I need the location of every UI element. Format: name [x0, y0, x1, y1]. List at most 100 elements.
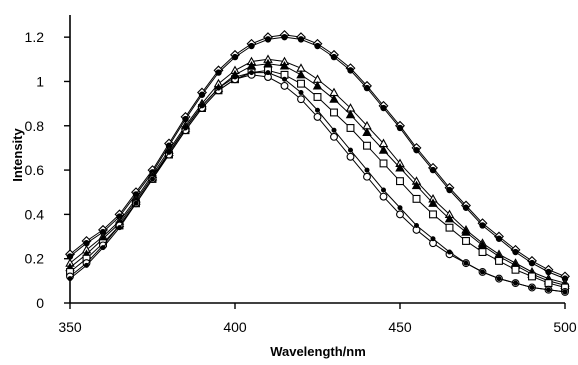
data-point — [380, 104, 387, 112]
data-point — [66, 253, 74, 260]
data-point — [529, 284, 535, 290]
data-point — [478, 248, 487, 256]
data-point — [313, 93, 322, 101]
series-line — [69, 58, 566, 284]
data-point — [296, 69, 306, 79]
y-axis-title: Intensity — [10, 128, 25, 182]
tick-labels: 350 400 450 500 0 0.2 0.4 0.6 0.8 1 1.2 — [25, 29, 577, 335]
data-point — [232, 74, 238, 80]
data-point — [445, 223, 454, 232]
data-point — [216, 85, 221, 91]
data-point — [412, 194, 421, 203]
series-line — [69, 34, 566, 277]
data-point — [446, 186, 453, 194]
data-point — [282, 76, 287, 82]
data-point — [314, 42, 321, 50]
series-line — [69, 36, 566, 280]
data-point — [297, 95, 305, 104]
data-point — [279, 61, 290, 70]
data-point — [513, 280, 518, 286]
data-point — [512, 248, 519, 256]
y-tick-label: 0.6 — [25, 162, 45, 178]
data-point — [331, 127, 337, 133]
data-point — [397, 205, 403, 211]
data-point — [348, 147, 353, 153]
x-tick-label: 350 — [58, 319, 82, 335]
x-tick-label: 450 — [388, 319, 412, 335]
series-line — [69, 69, 566, 288]
data-point — [462, 204, 470, 211]
data-point — [364, 167, 370, 173]
data-point — [346, 124, 355, 132]
data-point — [428, 198, 438, 207]
data-point — [528, 259, 536, 267]
ticks — [64, 36, 566, 309]
series-6 — [66, 70, 569, 296]
data-point — [463, 260, 469, 266]
data-point — [312, 80, 323, 90]
series-1 — [65, 29, 570, 282]
data-point — [183, 125, 188, 131]
data-point — [265, 70, 271, 76]
data-point — [347, 67, 354, 74]
series-5 — [66, 66, 569, 292]
data-point — [133, 200, 139, 206]
x-tick-label: 400 — [223, 319, 247, 335]
data-point — [330, 132, 338, 141]
x-tick-label: 500 — [553, 319, 577, 335]
y-tick-label: 1 — [36, 73, 44, 89]
data-point — [117, 225, 122, 231]
data-point — [281, 33, 288, 41]
data-point — [280, 81, 289, 90]
y-tick-label: 0.4 — [25, 206, 45, 222]
data-point — [100, 245, 106, 251]
data-point — [362, 127, 372, 137]
data-point — [182, 115, 189, 123]
data-point — [329, 94, 339, 103]
data-point — [480, 269, 485, 275]
data-point — [429, 210, 437, 219]
series-group — [65, 29, 570, 296]
series-7 — [67, 70, 568, 295]
x-axis-title: Wavelength/nm — [270, 344, 366, 359]
data-point — [545, 268, 552, 276]
data-point — [511, 265, 520, 274]
data-point — [414, 222, 419, 228]
data-point — [462, 237, 470, 245]
data-point — [166, 149, 172, 155]
data-point — [297, 36, 305, 43]
data-point — [315, 107, 320, 113]
data-point — [215, 69, 222, 76]
data-point — [297, 79, 305, 88]
data-point — [495, 256, 503, 265]
data-point — [298, 90, 304, 96]
data-point — [544, 279, 553, 288]
data-point — [198, 91, 206, 98]
data-point — [447, 249, 452, 255]
data-point — [429, 166, 437, 174]
data-point — [378, 145, 389, 154]
series-line — [69, 72, 566, 293]
data-point — [363, 172, 371, 181]
y-tick-label: 0.2 — [25, 251, 45, 267]
data-point — [264, 36, 272, 43]
data-point — [444, 213, 455, 223]
data-point — [248, 42, 255, 50]
data-point — [546, 287, 551, 293]
data-point — [496, 276, 502, 282]
data-point — [330, 108, 338, 117]
data-point — [83, 239, 90, 247]
data-point — [395, 162, 405, 172]
data-point — [396, 177, 404, 186]
data-point — [381, 187, 386, 193]
data-point — [199, 103, 205, 109]
data-point — [528, 272, 536, 281]
data-point — [562, 289, 568, 295]
data-point — [461, 227, 471, 236]
y-tick-label: 0.8 — [25, 118, 45, 134]
data-point — [396, 124, 404, 132]
data-point — [363, 141, 371, 150]
data-point — [479, 222, 486, 229]
series-3 — [65, 54, 570, 287]
